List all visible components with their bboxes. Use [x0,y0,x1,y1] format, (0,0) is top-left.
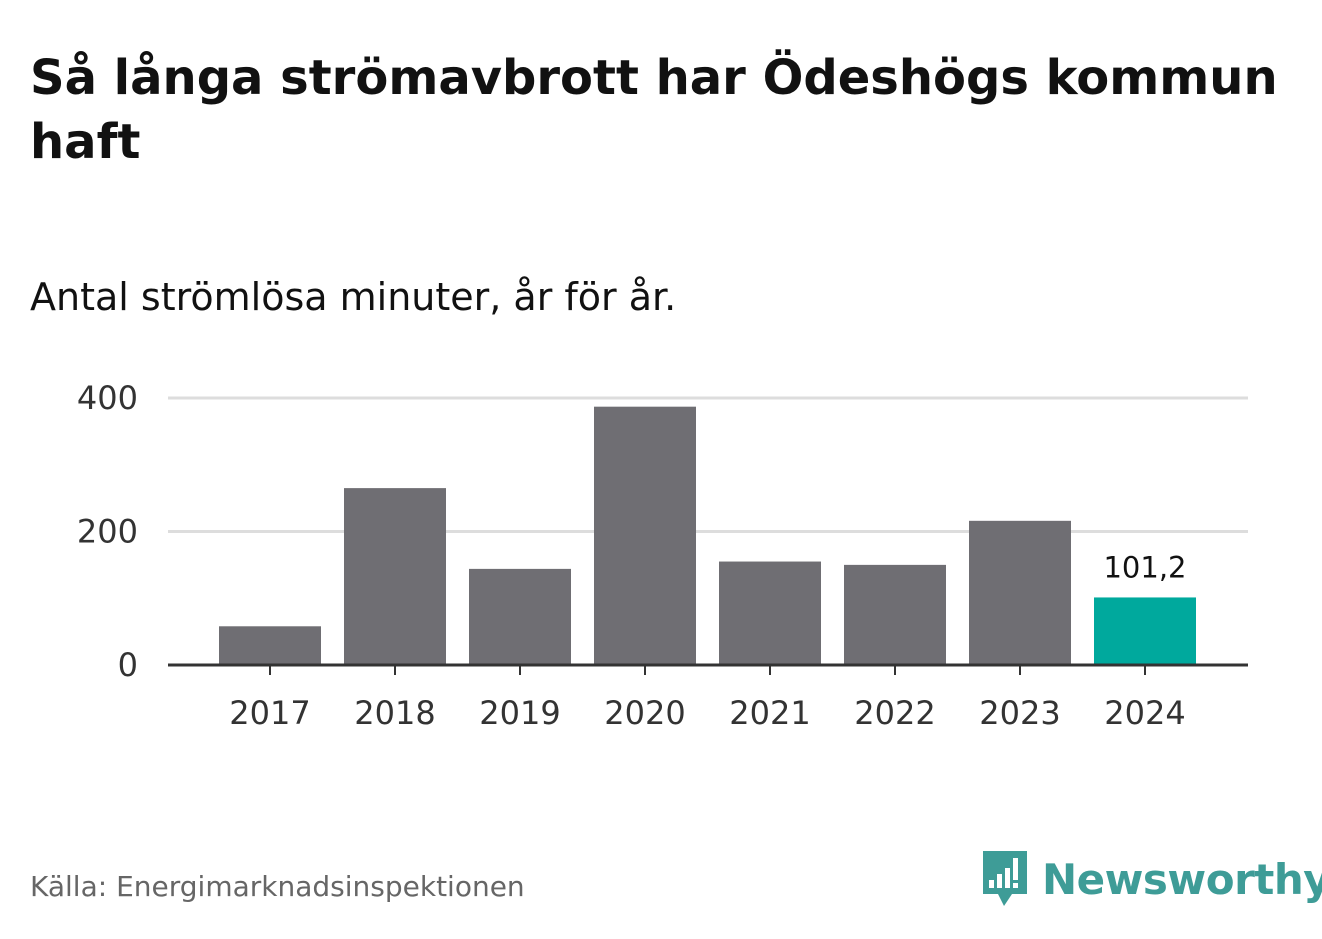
bar-chart: 0 200 400 2017 2018 2019 2020 2021 2022 2023 2024 1… [77,379,1248,732]
bar-2023 [969,520,1071,665]
x-tick-label-2018: 2018 [354,694,435,732]
bar-2024 [1094,597,1196,665]
bar-2021 [719,561,821,665]
x-tick-label-2019: 2019 [479,694,560,732]
newsworthy-logo[interactable]: Newsworthy [980,848,1322,910]
x-tick-label-2021: 2021 [729,694,810,732]
labels: 0 200 400 2017 2018 2019 2020 2021 2022 2023 2024 1… [77,379,1187,732]
source-note: Källa: Energimarknadsinspektionen [30,870,525,903]
x-tick-label-2022: 2022 [854,694,935,732]
y-tick-label-200: 200 [77,513,138,551]
y-tick-label-0: 0 [118,646,138,684]
data-label-2024: 101,2 [1103,550,1186,584]
y-tick-label-400: 400 [77,379,138,417]
x-tick-label-2017: 2017 [229,694,310,732]
bars [219,406,1196,665]
chart-title: Så långa strömavbrott har Ödeshögs kommu… [30,50,1278,170]
x-tick-label-2020: 2020 [604,694,685,732]
bar-2019 [469,568,571,665]
x-tick-label-2023: 2023 [979,694,1060,732]
bar-2020 [594,406,696,665]
axes [168,663,1248,675]
brand-name: Newsworthy [1042,854,1322,904]
bar-2017 [219,626,321,665]
newsworthy-logo-icon [983,851,1027,906]
bar-2018 [344,488,446,665]
bar-2022 [844,564,946,665]
gridlines [168,396,1248,533]
chart-subtitle: Antal strömlösa minuter, år för år. [30,275,677,319]
x-tick-label-2024: 2024 [1104,694,1185,732]
